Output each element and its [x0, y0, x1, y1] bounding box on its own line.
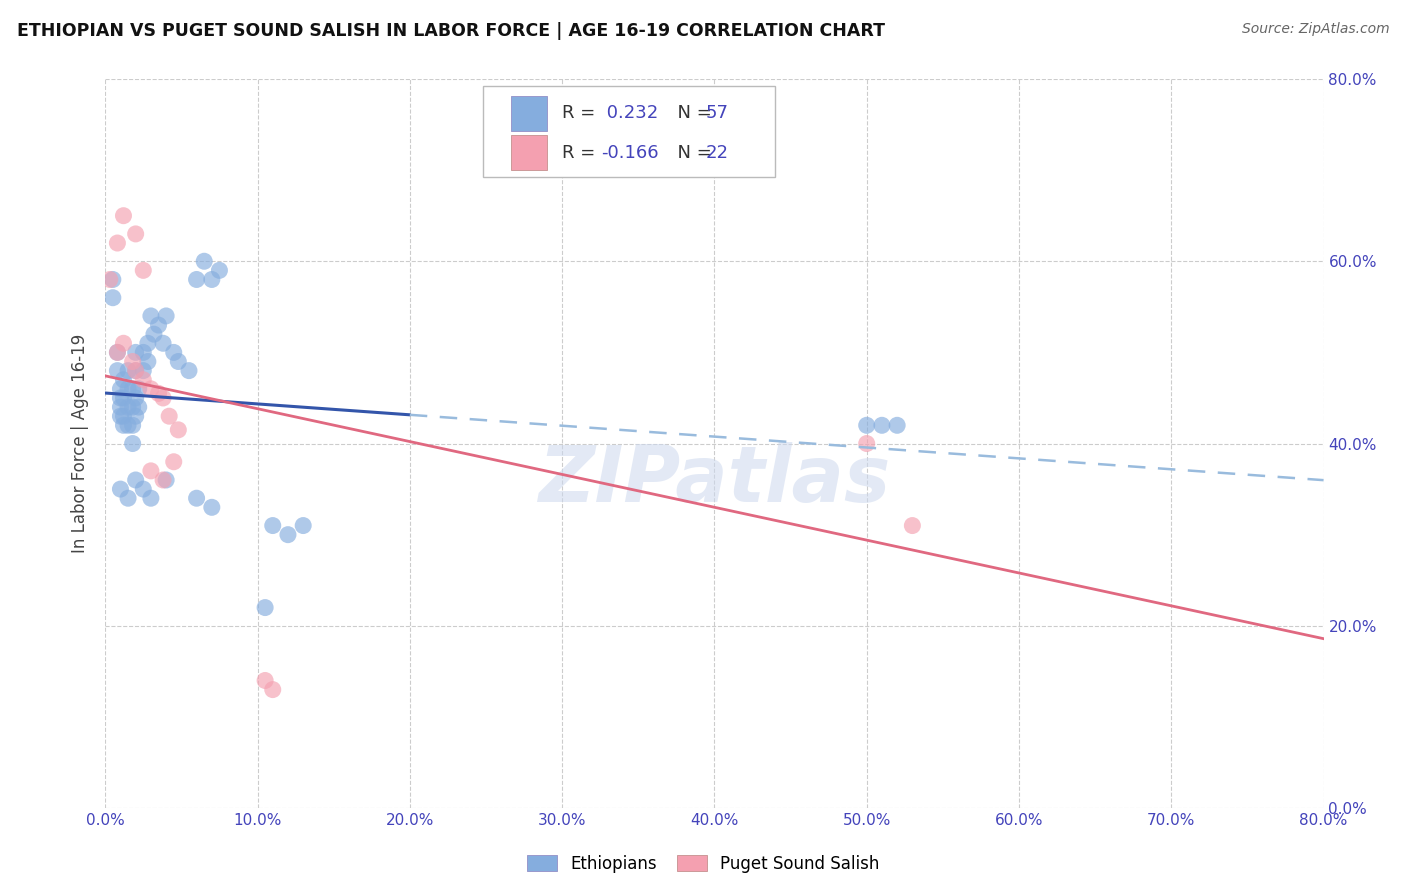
Point [254, 673, 277, 688]
Point [117, 400, 139, 414]
Point [124, 227, 146, 241]
Legend: Ethiopians, Puget Sound Salish: Ethiopians, Puget Sound Salish [520, 848, 886, 880]
Point [167, 423, 190, 437]
FancyBboxPatch shape [482, 87, 775, 178]
Point [124, 345, 146, 359]
Point [112, 409, 135, 424]
Point [121, 436, 143, 450]
Point [101, 272, 124, 286]
Text: ETHIOPIAN VS PUGET SOUND SALISH IN LABOR FORCE | AGE 16-19 CORRELATION CHART: ETHIOPIAN VS PUGET SOUND SALISH IN LABOR… [17, 22, 884, 40]
Point [112, 391, 135, 405]
Text: ZIPatlas: ZIPatlas [538, 442, 890, 518]
Point [132, 363, 155, 377]
Point [124, 363, 146, 377]
Point [292, 518, 315, 533]
Text: 57: 57 [706, 104, 728, 122]
Point [124, 391, 146, 405]
Text: N =: N = [665, 104, 717, 122]
Point [98, 272, 121, 286]
Point [110, 409, 132, 424]
Point [128, 382, 150, 396]
Text: 0.232: 0.232 [602, 104, 658, 122]
Point [117, 418, 139, 433]
Point [112, 373, 135, 387]
Point [201, 500, 224, 515]
Point [163, 455, 186, 469]
FancyBboxPatch shape [510, 136, 547, 170]
Point [886, 418, 908, 433]
Point [121, 354, 143, 368]
Point [870, 418, 893, 433]
Point [105, 363, 128, 377]
Point [901, 518, 924, 533]
Point [105, 345, 128, 359]
Point [105, 345, 128, 359]
Point [132, 345, 155, 359]
Point [186, 491, 208, 506]
Point [167, 354, 190, 368]
Point [112, 418, 135, 433]
Point [117, 382, 139, 396]
Point [136, 354, 159, 368]
Point [110, 482, 132, 496]
Point [132, 263, 155, 277]
Point [201, 272, 224, 286]
Point [157, 409, 180, 424]
Point [117, 363, 139, 377]
Y-axis label: In Labor Force | Age 16-19: In Labor Force | Age 16-19 [72, 334, 89, 553]
Point [121, 382, 143, 396]
Text: N =: N = [665, 144, 717, 161]
Point [110, 391, 132, 405]
Point [110, 382, 132, 396]
Point [105, 235, 128, 250]
Point [101, 291, 124, 305]
Point [855, 436, 877, 450]
Point [163, 345, 186, 359]
Point [117, 491, 139, 506]
Point [128, 400, 150, 414]
Text: R =: R = [562, 144, 602, 161]
Point [132, 482, 155, 496]
Point [136, 336, 159, 351]
Point [152, 336, 174, 351]
Point [112, 209, 135, 223]
Point [177, 363, 200, 377]
Point [139, 309, 162, 323]
Text: -0.166: -0.166 [602, 144, 659, 161]
Point [139, 382, 162, 396]
Point [148, 386, 170, 401]
Point [142, 327, 165, 342]
Point [124, 473, 146, 487]
Point [277, 527, 299, 541]
Point [155, 473, 177, 487]
Text: 22: 22 [706, 144, 728, 161]
Point [124, 363, 146, 377]
Point [155, 309, 177, 323]
Point [110, 400, 132, 414]
Point [112, 336, 135, 351]
Point [855, 418, 877, 433]
Point [186, 272, 208, 286]
Point [208, 263, 231, 277]
Point [121, 400, 143, 414]
Point [152, 391, 174, 405]
Point [121, 418, 143, 433]
Point [262, 682, 284, 697]
FancyBboxPatch shape [510, 96, 547, 131]
Point [152, 473, 174, 487]
Point [124, 409, 146, 424]
Text: Source: ZipAtlas.com: Source: ZipAtlas.com [1241, 22, 1389, 37]
Point [254, 600, 277, 615]
Point [262, 518, 284, 533]
Text: R =: R = [562, 104, 602, 122]
Point [148, 318, 170, 332]
Point [139, 491, 162, 506]
Point [193, 254, 215, 268]
Point [139, 464, 162, 478]
Point [132, 373, 155, 387]
